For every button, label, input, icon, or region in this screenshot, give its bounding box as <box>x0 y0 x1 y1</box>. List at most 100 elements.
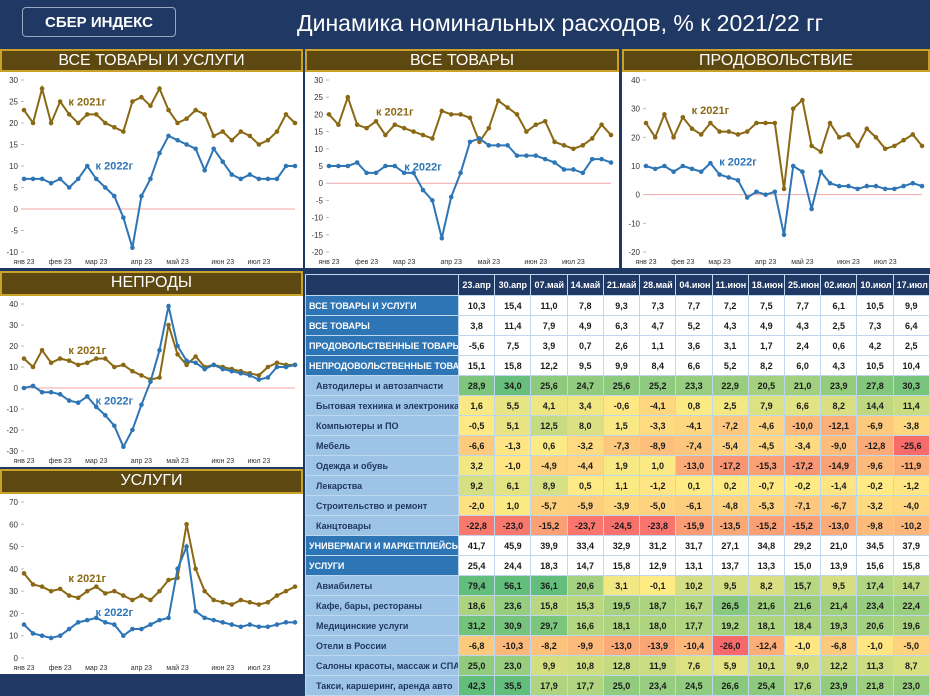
cell: 4,7 <box>639 315 677 336</box>
point <box>112 423 117 429</box>
cell: -14,9 <box>820 455 858 476</box>
series-label: к 2022г <box>96 161 134 173</box>
point <box>84 588 90 594</box>
cell: 5,5 <box>494 395 532 416</box>
cell: 15,0 <box>783 555 822 576</box>
point <box>274 364 280 370</box>
point <box>238 129 244 134</box>
row-label: Одежда и обувь <box>305 455 459 476</box>
cell: 20,5 <box>747 375 785 396</box>
point <box>166 133 171 139</box>
cell: 4,1 <box>530 395 568 416</box>
cell: -7,4 <box>675 435 713 456</box>
point <box>66 112 72 117</box>
cell: 12,2 <box>820 655 858 676</box>
point <box>75 400 81 405</box>
point <box>103 620 108 625</box>
x-tick-label: май 23 <box>791 258 813 266</box>
point <box>846 183 851 189</box>
y-tick-label: 0 <box>14 384 19 393</box>
cell: 16,7 <box>675 595 713 616</box>
cell: 20,6 <box>856 615 894 636</box>
cell: 7,3 <box>856 315 894 336</box>
point <box>57 633 63 639</box>
panel-title: НЕПРОДЫ <box>0 271 303 296</box>
point <box>229 172 235 177</box>
cell: 0,7 <box>566 335 604 356</box>
point <box>121 593 126 598</box>
point <box>256 602 262 607</box>
point <box>698 169 704 175</box>
cell: 17,4 <box>856 575 894 596</box>
point <box>39 584 45 589</box>
series-label: к 2022г <box>404 162 442 174</box>
point <box>910 132 916 137</box>
point <box>458 112 463 117</box>
point <box>717 129 722 134</box>
point <box>48 360 54 366</box>
point <box>112 588 117 594</box>
line-chart: -20 -15 -10 -5 0 5 10 15 20 25 30 янв 23 фев 23 мар 2… <box>305 72 619 268</box>
x-tick-label: фев 23 <box>49 259 72 266</box>
x-tick-label: янв 23 <box>13 665 34 672</box>
point <box>220 599 226 605</box>
cell: -23,8 <box>639 515 677 536</box>
cell: -22,8 <box>457 515 496 536</box>
panel-title: ВСЕ ТОВАРЫ <box>305 49 619 72</box>
point <box>93 615 99 621</box>
point <box>571 167 576 172</box>
point <box>542 156 548 162</box>
point <box>392 122 398 128</box>
x-tick-label: июн 23 <box>211 458 234 465</box>
point <box>326 163 332 169</box>
row-label: Строительство и ремонт <box>305 495 459 516</box>
column-header: 21.май <box>602 274 641 296</box>
row-label: ПРОДОВОЛЬСТВЕННЫЕ ТОВАРЫ <box>305 335 459 356</box>
point <box>130 626 135 632</box>
cell: 19,6 <box>892 615 930 636</box>
point <box>148 622 153 627</box>
point <box>175 352 180 357</box>
point <box>364 170 369 176</box>
cell: 7,7 <box>783 295 822 316</box>
point <box>781 186 787 192</box>
point <box>157 617 162 623</box>
point <box>533 122 539 128</box>
cell: -24,5 <box>602 515 641 536</box>
point <box>430 136 435 141</box>
table-row: ВСЕ ТОВАРЫ 3,8 11,4 7,9 4,9 6,3 4,7 5,2 4,3 4,9 4,… <box>305 315 930 336</box>
point <box>680 163 686 169</box>
panel-title: ПРОДОВОЛЬСТВИЕ <box>622 49 930 72</box>
point <box>283 364 289 370</box>
point <box>486 125 492 131</box>
cell: 7,2 <box>711 295 749 316</box>
point <box>892 186 897 192</box>
point <box>345 163 351 169</box>
cell: -25,6 <box>892 435 930 456</box>
cell: -1,2 <box>892 475 930 496</box>
cell: 13,3 <box>747 555 785 576</box>
cell: 18,0 <box>639 615 677 636</box>
cell: 7,9 <box>530 315 568 336</box>
point <box>84 394 90 399</box>
point <box>166 322 171 328</box>
cell: 5,2 <box>675 315 713 336</box>
point <box>220 159 226 164</box>
point <box>175 343 180 349</box>
point <box>458 170 463 176</box>
cell: -23,7 <box>566 515 604 536</box>
point <box>157 150 162 156</box>
point <box>401 170 407 176</box>
x-tick-label: июн 23 <box>211 259 234 266</box>
cell: 0,2 <box>711 475 749 496</box>
cell: 12,8 <box>602 655 641 676</box>
point <box>580 170 586 176</box>
table-row: ВСЕ ТОВАРЫ И УСЛУГИ 10,3 15,4 11,0 7,8 9,3 7,3… <box>305 295 930 316</box>
y-tick-label: 10 <box>9 363 18 372</box>
point <box>39 633 45 639</box>
cell: 19,2 <box>711 615 749 636</box>
point <box>552 160 557 165</box>
point <box>708 120 713 126</box>
cell: 8,2 <box>820 395 858 416</box>
cell: -3,2 <box>856 495 894 516</box>
